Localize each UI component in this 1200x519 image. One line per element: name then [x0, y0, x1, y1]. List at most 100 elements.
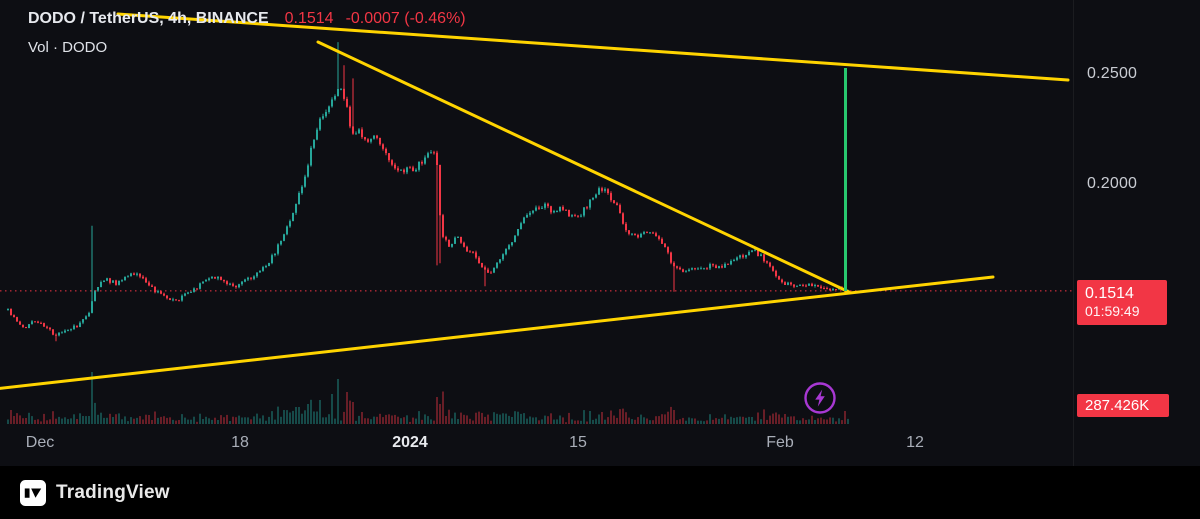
volume-bar [415, 418, 417, 424]
triangle-resistance-line[interactable] [316, 40, 851, 294]
candle-body [343, 88, 345, 99]
volume-bar [220, 415, 222, 424]
candle-body [799, 284, 801, 286]
volume-bar [154, 411, 156, 424]
volume-badge: 287.426K [1077, 394, 1169, 417]
candle-body [367, 139, 369, 142]
candle-body [577, 215, 579, 217]
candle-body [166, 295, 168, 299]
volume-bar [40, 421, 42, 424]
candle-body [283, 234, 285, 241]
candle-body [679, 267, 681, 270]
volume-bar [16, 413, 18, 424]
candle-body [184, 293, 186, 296]
volume-bar [268, 416, 270, 424]
volume-bar [658, 416, 660, 424]
time-axis[interactable]: Dec 18 2024 15 Feb 12 [0, 425, 1073, 466]
candle-body [517, 229, 519, 236]
candle-body [187, 292, 189, 294]
volume-bar [670, 406, 672, 424]
volume-bar [286, 410, 288, 424]
candle-body [724, 263, 726, 268]
volume-bar [595, 418, 597, 424]
candle-body [787, 282, 789, 285]
volume-bar [589, 411, 591, 424]
candle-body [715, 265, 717, 269]
candle-body [727, 263, 729, 265]
candle-body [547, 203, 549, 207]
candle-body [16, 317, 18, 322]
candle-body [826, 288, 828, 290]
volume-bar [283, 410, 285, 424]
volume-bar [289, 412, 291, 424]
volume-bar [685, 420, 687, 424]
candle-body [742, 255, 744, 258]
volume-bar [199, 413, 201, 424]
volume-bar [364, 418, 366, 424]
candle-body [43, 323, 45, 327]
volume-bar [664, 414, 666, 424]
boost-button[interactable] [803, 381, 837, 415]
price-chart-canvas[interactable] [0, 0, 1200, 466]
volume-bar [394, 414, 396, 424]
volume-bar [184, 417, 186, 424]
volume-bar [523, 413, 525, 424]
candle-body [793, 284, 795, 287]
volume-bar [376, 416, 378, 424]
volume-bar [232, 416, 234, 424]
volume-bar [556, 419, 558, 424]
candle-body [736, 257, 738, 260]
volume-bar [28, 412, 30, 424]
candle-body [667, 247, 669, 253]
candle-body [487, 269, 489, 273]
candle-body [817, 285, 819, 287]
volume-bar [85, 416, 87, 424]
volume-bar [673, 410, 675, 424]
candle-body [700, 268, 702, 270]
symbol-title[interactable]: DODO / TetherUS, 4h, BINANCE [28, 10, 269, 27]
price-axis[interactable]: 0.1514 01:59:49 287.426K 0.2500 0.2000 [1073, 0, 1200, 466]
candle-body [13, 315, 15, 318]
candle-body [154, 286, 156, 293]
volume-bar [733, 417, 735, 424]
volume-bar [49, 419, 51, 424]
volume-bar [463, 414, 465, 424]
volume-bar [562, 417, 564, 424]
volume-bar [412, 417, 414, 424]
triangle-support-line[interactable] [0, 275, 995, 390]
candle-body [334, 96, 336, 100]
candle-body [307, 165, 309, 177]
volume-bar [475, 412, 477, 424]
candle-body [820, 286, 822, 288]
tradingview-logo-link[interactable]: TradingView [20, 479, 170, 506]
volume-bar [346, 392, 348, 424]
candle-body [454, 237, 456, 244]
last-price-readout: 0.1514 [284, 10, 334, 27]
volume-bar [649, 420, 651, 424]
volume-bar [505, 413, 507, 424]
candle-body [91, 301, 93, 313]
candle-body [655, 233, 657, 237]
resistance-line-extended[interactable] [116, 12, 1070, 82]
candle-body [253, 276, 255, 279]
candle-body [235, 286, 237, 288]
candle-body [610, 193, 612, 201]
volume-bar [190, 419, 192, 424]
candle-body [592, 197, 594, 200]
volume-bar [400, 418, 402, 424]
volume-bar [319, 400, 321, 424]
volume-indicator-label[interactable]: Vol · DODO [28, 39, 108, 56]
volume-bar [352, 402, 354, 424]
volume-bar [274, 419, 276, 424]
candle-body [559, 206, 561, 212]
candle-body [502, 254, 504, 260]
candle-body [805, 285, 807, 287]
candle-body [328, 106, 330, 112]
candle-body [358, 129, 360, 134]
time-tick-18: 18 [231, 434, 249, 451]
volume-bar [94, 402, 96, 424]
volume-bar [790, 416, 792, 424]
candle-body [55, 334, 57, 336]
volume-bar [460, 412, 462, 424]
candle-body [304, 176, 306, 187]
